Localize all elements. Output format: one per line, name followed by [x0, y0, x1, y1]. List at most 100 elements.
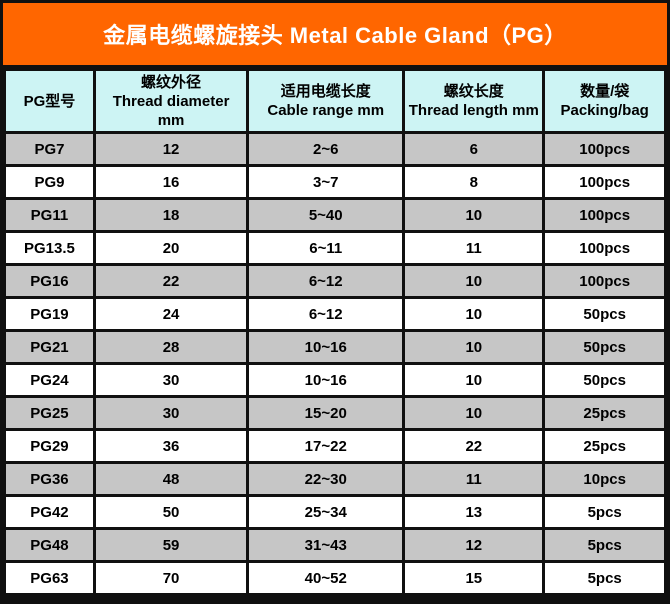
model-cell: PG16	[3, 263, 96, 299]
value-cell: 100pcs	[542, 197, 667, 233]
value-cell: 5~40	[246, 197, 406, 233]
value-cell: 50pcs	[542, 329, 667, 365]
value-cell: 16	[92, 164, 250, 200]
header-cell: 适用电缆长度 Cable range mm	[246, 68, 406, 134]
table-row: PG13.5 20 6~11 11 100pcs	[3, 230, 667, 266]
value-cell: 48	[92, 461, 250, 497]
header-cell: 螺纹外径 Thread diameter mm	[92, 68, 250, 134]
header-line: Thread diameter	[112, 92, 230, 110]
value-cell: 10~16	[246, 362, 406, 398]
value-cell: 20	[92, 230, 250, 266]
value-cell: 25pcs	[542, 395, 667, 431]
model-cell: PG19	[3, 296, 96, 332]
spec-table: PG型号 螺纹外径 Thread diameter mm 适用电缆长度 Cable ran…	[3, 68, 667, 596]
value-cell: 11	[402, 461, 546, 497]
value-cell: 30	[92, 362, 250, 398]
table-row: PG9 16 3~7 8 100pcs	[3, 164, 667, 200]
value-cell: 12	[92, 131, 250, 167]
value-cell: 22	[402, 428, 546, 464]
value-cell: 50pcs	[542, 362, 667, 398]
value-cell: 25pcs	[542, 428, 667, 464]
header-line: 数量/袋	[580, 83, 630, 100]
value-cell: 10	[402, 296, 546, 332]
value-cell: 18	[92, 197, 250, 233]
model-cell: PG13.5	[3, 230, 96, 266]
value-cell: 5pcs	[542, 560, 667, 596]
model-cell: PG24	[3, 362, 96, 398]
value-cell: 6	[402, 131, 546, 167]
value-cell: 15~20	[246, 395, 406, 431]
value-cell: 17~22	[246, 428, 406, 464]
model-cell: PG25	[3, 395, 96, 431]
table-row: PG63 70 40~52 15 5pcs	[3, 560, 667, 596]
header-cell: 数量/袋 Packing/bag	[542, 68, 667, 134]
table-row: PG7 12 2~6 6 100pcs	[3, 131, 667, 167]
table-row: PG29 36 17~22 22 25pcs	[3, 428, 667, 464]
header-line: 适用电缆长度	[280, 83, 371, 100]
value-cell: 3~7	[246, 164, 406, 200]
model-cell: PG7	[3, 131, 96, 167]
value-cell: 28	[92, 329, 250, 365]
value-cell: 2~6	[246, 131, 406, 167]
table-row: PG19 24 6~12 10 50pcs	[3, 296, 667, 332]
value-cell: 5pcs	[542, 494, 667, 530]
value-cell: 31~43	[246, 527, 406, 563]
model-cell: PG29	[3, 428, 96, 464]
header-line: mm	[157, 111, 185, 129]
table-body: PG7 12 2~6 6 100pcs PG9 16 3~7 8 100pcs PG11 18 5~40…	[3, 131, 667, 596]
value-cell: 50pcs	[542, 296, 667, 332]
model-cell: PG21	[3, 329, 96, 365]
model-cell: PG42	[3, 494, 96, 530]
value-cell: 50	[92, 494, 250, 530]
value-cell: 10	[402, 263, 546, 299]
header-line: Cable range mm	[267, 102, 385, 119]
value-cell: 15	[402, 560, 546, 596]
value-cell: 22~30	[246, 461, 406, 497]
table-row: PG11 18 5~40 10 100pcs	[3, 197, 667, 233]
value-cell: 36	[92, 428, 250, 464]
value-cell: 6~12	[246, 296, 406, 332]
value-cell: 10	[402, 362, 546, 398]
value-cell: 59	[92, 527, 250, 563]
value-cell: 10	[402, 329, 546, 365]
value-cell: 6~12	[246, 263, 406, 299]
table-row: PG16 22 6~12 10 100pcs	[3, 263, 667, 299]
value-cell: 40~52	[246, 560, 406, 596]
value-cell: 100pcs	[542, 263, 667, 299]
value-cell: 6~11	[246, 230, 406, 266]
header-cell: PG型号	[3, 68, 96, 134]
value-cell: 24	[92, 296, 250, 332]
table-row: PG21 28 10~16 10 50pcs	[3, 329, 667, 365]
value-cell: 10~16	[246, 329, 406, 365]
value-cell: 10pcs	[542, 461, 667, 497]
header-line: Packing/bag	[560, 102, 649, 119]
header-line: PG型号	[23, 92, 76, 110]
value-cell: 22	[92, 263, 250, 299]
model-cell: PG9	[3, 164, 96, 200]
value-cell: 30	[92, 395, 250, 431]
value-cell: 70	[92, 560, 250, 596]
header-line: Thread length mm	[408, 102, 539, 119]
header-line: 螺纹外径	[141, 73, 202, 91]
model-cell: PG63	[3, 560, 96, 596]
value-cell: 100pcs	[542, 131, 667, 167]
value-cell: 12	[402, 527, 546, 563]
table-row: PG42 50 25~34 13 5pcs	[3, 494, 667, 530]
value-cell: 100pcs	[542, 164, 667, 200]
value-cell: 11	[402, 230, 546, 266]
value-cell: 10	[402, 395, 546, 431]
header-row: PG型号 螺纹外径 Thread diameter mm 适用电缆长度 Cable ran…	[3, 68, 667, 134]
value-cell: 10	[402, 197, 546, 233]
title-banner: 金属电缆螺旋接头 Metal Cable Gland（PG）	[3, 3, 667, 65]
model-cell: PG11	[3, 197, 96, 233]
header-cell: 螺纹长度 Thread length mm	[402, 68, 546, 134]
value-cell: 5pcs	[542, 527, 667, 563]
table-row: PG25 30 15~20 10 25pcs	[3, 395, 667, 431]
value-cell: 25~34	[246, 494, 406, 530]
table-row: PG24 30 10~16 10 50pcs	[3, 362, 667, 398]
page-title: 金属电缆螺旋接头 Metal Cable Gland（PG）	[103, 23, 567, 48]
value-cell: 13	[402, 494, 546, 530]
table-row: PG48 59 31~43 12 5pcs	[3, 527, 667, 563]
model-cell: PG36	[3, 461, 96, 497]
model-cell: PG48	[3, 527, 96, 563]
